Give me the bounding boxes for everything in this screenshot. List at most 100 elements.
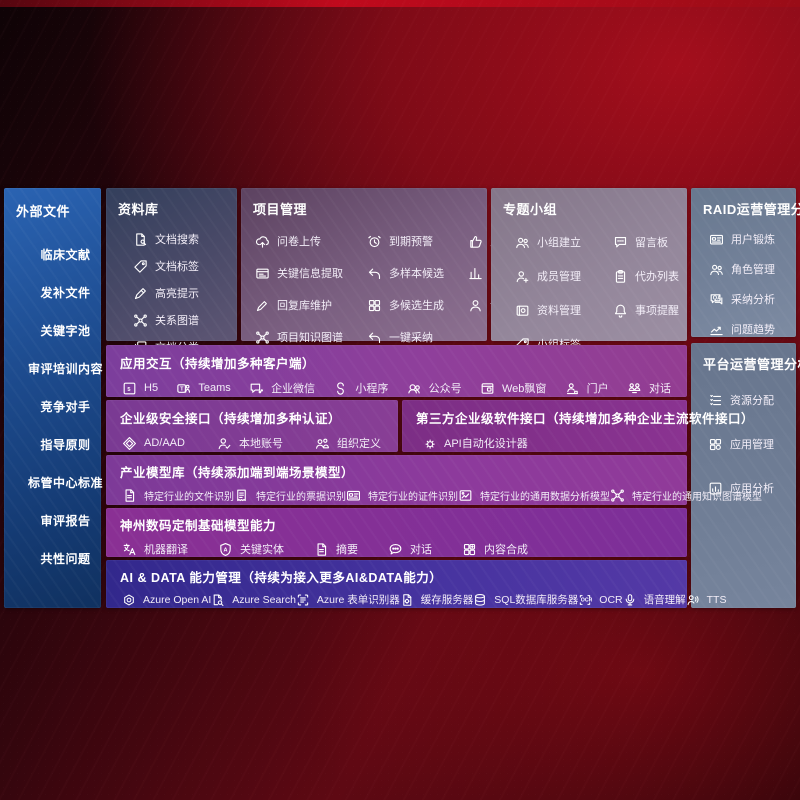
feature-item[interactable]: QA 采纳分析 bbox=[709, 291, 796, 307]
feature-item[interactable]: 多候选生成 bbox=[367, 297, 444, 313]
feature-item[interactable]: 文档标签 bbox=[133, 258, 237, 274]
feature-item[interactable]: Azure 表单识别器 bbox=[296, 592, 400, 607]
sidebar-item[interactable]: 临床文献 bbox=[40, 246, 90, 263]
band-title: 企业级安全接口（持续增加多种认证） bbox=[120, 412, 342, 426]
feature-item[interactable]: 门户 bbox=[565, 380, 609, 396]
feature-item[interactable]: 项目知识图谱 bbox=[255, 329, 343, 345]
feature-item[interactable]: OCR OCR bbox=[578, 593, 623, 607]
panel-title: RAID运营管理分析 bbox=[703, 202, 800, 217]
bell-icon bbox=[613, 303, 628, 318]
feature-item[interactable]: 应用管理 bbox=[708, 436, 796, 452]
feature-item[interactable]: 到期预警 bbox=[367, 233, 444, 249]
feature-item[interactable]: 特定行业的文件识别 bbox=[122, 488, 234, 503]
feature-item[interactable]: Azure Open AI bbox=[122, 593, 211, 607]
sidebar-item[interactable]: 指导原则 bbox=[40, 436, 90, 453]
feature-item[interactable]: 成员管理 bbox=[515, 268, 581, 284]
panel-topic-group: 专题小组 小组建立留言板成员管理代办列表资料管理事项提醒小组标签 bbox=[491, 188, 687, 351]
item-label: 特定行业的通用知识图谱模型 bbox=[632, 492, 762, 503]
item-label: 对话 bbox=[410, 544, 432, 556]
feature-item[interactable]: 机器翻译 bbox=[122, 541, 188, 557]
feature-item[interactable]: 事项提醒 bbox=[613, 302, 679, 318]
feature-item[interactable]: 小程序 bbox=[333, 380, 388, 396]
feature-item[interactable]: 企业微信 bbox=[249, 380, 315, 396]
models-item-row: 特定行业的文件识别 特定行业的票据识别 特定行业的证件识别 特定行业的通用数据分析模型… bbox=[106, 481, 762, 503]
feature-item[interactable]: 5 H5 bbox=[122, 381, 158, 396]
band-thirdparty-software-api: 第三方企业级软件接口（持续增加多种企业主流软件接口） API自动化设计器 bbox=[402, 400, 755, 452]
item-label: 关系图谱 bbox=[155, 315, 199, 327]
feature-item[interactable]: 一键采纳 bbox=[367, 329, 444, 345]
svg-text:T: T bbox=[180, 386, 184, 392]
feature-item[interactable]: 缓存服务器 bbox=[400, 592, 473, 607]
sidebar-item[interactable]: 共性问题 bbox=[40, 550, 90, 567]
sidebar-item[interactable]: 审评培训内容 bbox=[28, 360, 103, 377]
group-item-grid: 小组建立留言板成员管理代办列表资料管理事项提醒小组标签 bbox=[491, 218, 687, 352]
feature-item[interactable]: 高亮提示 bbox=[133, 285, 237, 301]
sidebar-item[interactable]: 标管中心标准 bbox=[28, 474, 103, 491]
grid-gen-icon bbox=[367, 298, 382, 313]
feature-item[interactable]: 特定行业的证件识别 bbox=[346, 488, 458, 503]
feature-item[interactable]: 对话 bbox=[627, 380, 671, 396]
feature-item[interactable]: T Teams bbox=[176, 381, 231, 396]
sidebar-item[interactable]: 审评报告 bbox=[40, 512, 90, 529]
item-label: 临床文献 bbox=[40, 248, 91, 262]
item-label: Teams bbox=[198, 382, 231, 394]
item-label: 本地账号 bbox=[238, 438, 283, 450]
clipboard-icon bbox=[613, 269, 628, 284]
sql-db-icon bbox=[473, 593, 487, 607]
feature-item[interactable]: 内容合成 bbox=[462, 541, 528, 557]
feature-item[interactable]: 小组建立 bbox=[515, 234, 581, 250]
svg-text:A: A bbox=[224, 547, 228, 553]
band-title: 第三方企业级软件接口（持续增加多种企业主流软件接口） bbox=[416, 412, 755, 426]
feature-item[interactable]: 多样本候选 bbox=[367, 265, 444, 281]
item-label: 企业微信 bbox=[271, 383, 316, 395]
sidebar-item[interactable]: 发补文件 bbox=[40, 284, 90, 301]
feature-item[interactable]: 资源分配 bbox=[708, 392, 796, 408]
feature-item[interactable]: AD/AAD bbox=[122, 436, 185, 451]
sidebar-item[interactable]: 关键字池 bbox=[40, 322, 90, 339]
feature-item[interactable]: Azure Search bbox=[211, 593, 296, 607]
feature-item[interactable]: 回复库维护 bbox=[255, 297, 343, 313]
item-label: 共性问题 bbox=[40, 552, 91, 566]
item-label: 成员管理 bbox=[537, 271, 581, 283]
feature-item[interactable]: 公众号 bbox=[407, 380, 462, 396]
feature-item[interactable]: SQL数据库服务器 bbox=[473, 592, 578, 607]
feature-item[interactable]: A 关键实体 bbox=[218, 541, 284, 557]
aidata-item-row: Azure Open AI Azure Search Azure 表单识别器 缓存服务… bbox=[106, 586, 726, 607]
tts-icon bbox=[686, 593, 700, 607]
platform-item-list: 资源分配应用管理应用分析 bbox=[691, 373, 796, 496]
feature-item[interactable]: 组织定义 bbox=[315, 435, 381, 451]
feature-item[interactable]: 关系图谱 bbox=[133, 312, 237, 328]
interaction-item-row: 5 H5 T Teams 企业微信 小程序 公众号 Web飘窗 门户 对话 bbox=[106, 372, 687, 396]
sidebar-item[interactable]: 竞争对手 bbox=[40, 398, 90, 415]
item-label: 审评报告 bbox=[40, 514, 91, 528]
security-item-row: AD/AAD 本地账号 组织定义 bbox=[106, 427, 398, 451]
feature-item[interactable]: 特定行业的通用知识图谱模型 bbox=[610, 488, 762, 503]
feature-item[interactable]: TTS bbox=[686, 593, 726, 607]
feature-item[interactable]: API自动化设计器 bbox=[422, 435, 528, 451]
feature-item[interactable]: 应用分析 bbox=[708, 480, 796, 496]
feature-item[interactable]: 语音理解 bbox=[623, 592, 686, 607]
sidebar-external-files: 外部文件 临床文献 发补文件 关键字池 审评培训内容 竞争对手 指导原则 标管中心标准 审评报… bbox=[4, 188, 103, 608]
feature-item[interactable]: 用户锻炼 bbox=[709, 231, 796, 247]
item-label: 关键实体 bbox=[240, 544, 284, 556]
feature-item[interactable]: 本地账号 bbox=[217, 435, 283, 451]
feature-item[interactable]: 关键信息提取 bbox=[255, 265, 343, 281]
feature-item[interactable]: 特定行业的通用数据分析模型 bbox=[458, 488, 610, 503]
feature-item[interactable]: 摘要 bbox=[314, 541, 358, 557]
item-label: 资料管理 bbox=[537, 305, 581, 317]
speech-icon bbox=[623, 593, 637, 607]
feature-item[interactable]: 角色管理 bbox=[709, 261, 796, 277]
feature-item[interactable]: 问题趋势 bbox=[709, 321, 796, 337]
item-label: Azure Search bbox=[232, 593, 296, 606]
feature-item[interactable]: Web飘窗 bbox=[480, 380, 546, 396]
feature-item[interactable]: 特定行业的票据识别 bbox=[234, 488, 346, 503]
feature-item[interactable]: 对话 bbox=[388, 541, 432, 557]
feature-item[interactable]: 留言板 bbox=[613, 234, 679, 250]
feature-item[interactable]: 资料管理 bbox=[515, 302, 581, 318]
rank-chart-icon bbox=[468, 266, 483, 281]
pen-icon bbox=[255, 298, 270, 313]
feature-item[interactable]: 代办列表 bbox=[613, 268, 679, 284]
feature-item[interactable]: 文档搜索 bbox=[133, 231, 237, 247]
album-icon bbox=[515, 303, 530, 318]
feature-item[interactable]: 问卷上传 bbox=[255, 233, 343, 249]
